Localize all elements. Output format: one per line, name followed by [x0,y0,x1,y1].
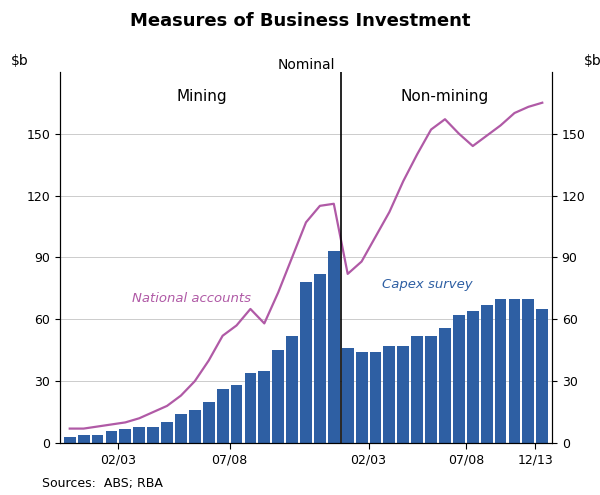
Bar [523,298,534,443]
Text: National accounts: National accounts [132,292,251,305]
Text: Measures of Business Investment: Measures of Business Investment [130,12,470,30]
Text: Mining: Mining [176,89,227,104]
Bar [78,435,89,443]
Bar [189,410,201,443]
Bar [119,429,131,443]
Bar [411,336,423,443]
Bar [161,422,173,443]
Bar [370,352,382,443]
Bar [439,328,451,443]
Bar [92,435,103,443]
Bar [425,336,437,443]
Bar [328,251,340,443]
Bar [536,309,548,443]
Text: $b: $b [583,54,600,68]
Bar [481,305,493,443]
Bar [286,336,298,443]
Bar [64,437,76,443]
Bar [133,427,145,443]
Bar [272,350,284,443]
Bar [397,346,409,443]
Bar [494,298,506,443]
Bar [300,282,312,443]
Bar [467,311,479,443]
Bar [509,298,520,443]
Bar [356,352,367,443]
Bar [230,385,242,443]
Bar [259,371,270,443]
Bar [217,390,229,443]
Text: $b: $b [11,54,29,68]
Bar [106,431,118,443]
Bar [314,274,326,443]
Bar [245,373,256,443]
Text: Sources:  ABS; RBA: Sources: ABS; RBA [42,477,163,490]
Bar [383,346,395,443]
Title: Nominal: Nominal [277,58,335,72]
Bar [453,315,465,443]
Bar [147,427,159,443]
Bar [342,348,353,443]
Text: Capex survey: Capex survey [382,278,473,291]
Bar [175,414,187,443]
Text: Non-mining: Non-mining [401,89,489,104]
Bar [203,402,215,443]
